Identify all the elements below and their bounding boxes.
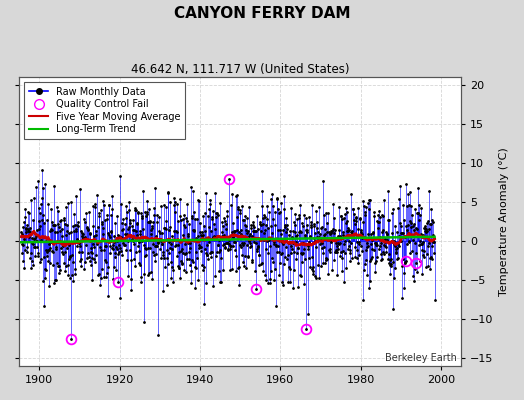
Legend: Raw Monthly Data, Quality Control Fail, Five Year Moving Average, Long-Term Tren: Raw Monthly Data, Quality Control Fail, … (24, 82, 185, 139)
Y-axis label: Temperature Anomaly (°C): Temperature Anomaly (°C) (499, 147, 509, 296)
Title: 46.642 N, 111.717 W (United States): 46.642 N, 111.717 W (United States) (131, 63, 350, 76)
Text: CANYON FERRY DAM: CANYON FERRY DAM (174, 6, 350, 21)
Text: Berkeley Earth: Berkeley Earth (385, 353, 456, 363)
